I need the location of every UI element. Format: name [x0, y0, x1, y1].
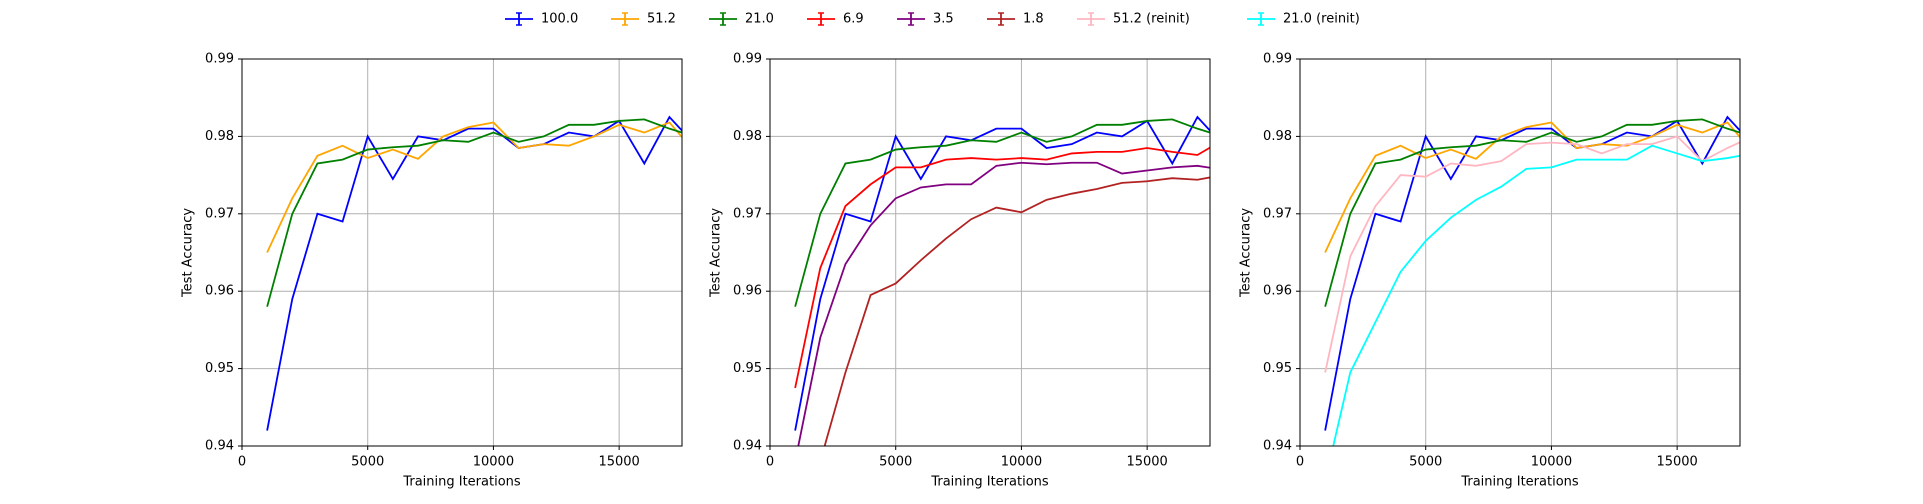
- legend-item: 3.5: [897, 12, 954, 27]
- x-tick-label: 0: [1296, 455, 1304, 470]
- x-axis-label: Training Iterations: [930, 475, 1049, 490]
- y-tick-label: 0.99: [205, 52, 234, 67]
- legend: 100.0 51.2 21.0 6.9 3.5 1.8 51.2 (reinit) 21.0 …: [505, 12, 1360, 27]
- y-tick-label: 0.98: [205, 129, 234, 144]
- legend-label: 51.2: [647, 12, 676, 27]
- x-tick-label: 0: [238, 455, 246, 470]
- x-axis-label: Training Iterations: [402, 475, 521, 490]
- y-tick-label: 0.97: [205, 206, 234, 221]
- legend-item: 100.0: [505, 12, 578, 27]
- x-tick-label: 0: [766, 455, 774, 470]
- y-tick-label: 0.94: [733, 439, 762, 454]
- plot-frame: [241, 58, 683, 447]
- y-axis-label: Test Accuracy: [1239, 208, 1254, 298]
- y-tick-label: 0.95: [205, 361, 234, 376]
- y-tick-label: 0.96: [1263, 284, 1292, 299]
- y-tick-label: 0.94: [205, 439, 234, 454]
- legend-label: 100.0: [541, 12, 578, 27]
- series-line: [266, 118, 682, 307]
- y-tick-label: 0.98: [1263, 129, 1292, 144]
- legend-label: 3.5: [933, 12, 954, 27]
- series-line: [794, 115, 1210, 431]
- subplot: 0.94 0.95 0.96 0.97 0.98 0.99 0 5000 10000 15000 T…: [709, 52, 1211, 490]
- y-tick-label: 0.96: [205, 284, 234, 299]
- subplot: 0.94 0.95 0.96 0.97 0.98 0.99 0 5000 10000 15000 T…: [1239, 52, 1741, 490]
- y-tick-label: 0.99: [1263, 52, 1292, 67]
- x-tick-label: 10000: [1001, 455, 1042, 470]
- y-tick-label: 0.97: [1263, 206, 1292, 221]
- series-line: [794, 118, 1210, 307]
- series-line: [1332, 144, 1740, 446]
- x-axis-label: Training Iterations: [1460, 475, 1579, 490]
- legend-item: 21.0 (reinit): [1247, 12, 1360, 27]
- series-line: [797, 161, 1210, 446]
- legend-item: 51.2 (reinit): [1077, 12, 1190, 27]
- x-tick-label: 15000: [1656, 455, 1697, 470]
- x-tick-label: 5000: [351, 455, 384, 470]
- subplot: 0.94 0.95 0.96 0.97 0.98 0.99 0 5000 10000 15000 T…: [181, 52, 683, 490]
- legend-item: 1.8: [987, 12, 1044, 27]
- y-axis-label: Test Accuracy: [181, 208, 196, 298]
- series-line: [1324, 115, 1740, 431]
- y-tick-label: 0.97: [733, 206, 762, 221]
- x-tick-label: 15000: [1126, 455, 1167, 470]
- y-tick-label: 0.94: [1263, 439, 1292, 454]
- legend-label: 21.0 (reinit): [1283, 12, 1360, 27]
- series-line: [823, 176, 1210, 446]
- series-line: [794, 146, 1210, 389]
- legend-label: 6.9: [843, 12, 864, 27]
- y-axis-label: Test Accuracy: [709, 208, 724, 298]
- x-tick-label: 5000: [1409, 455, 1442, 470]
- series-line: [1324, 121, 1740, 253]
- legend-label: 1.8: [1023, 12, 1044, 27]
- y-tick-label: 0.98: [733, 129, 762, 144]
- legend-label: 51.2 (reinit): [1113, 12, 1190, 27]
- x-tick-label: 10000: [473, 455, 514, 470]
- x-tick-label: 5000: [879, 455, 912, 470]
- legend-item: 21.0: [709, 12, 774, 27]
- y-tick-label: 0.95: [733, 361, 762, 376]
- series-line: [266, 115, 682, 431]
- y-tick-label: 0.96: [733, 284, 762, 299]
- x-tick-label: 10000: [1531, 455, 1572, 470]
- legend-item: 51.2: [611, 12, 676, 27]
- series-line: [266, 121, 682, 253]
- series-line: [1324, 118, 1740, 307]
- legend-label: 21.0: [745, 12, 774, 27]
- y-tick-label: 0.99: [733, 52, 762, 67]
- series-line: [1324, 135, 1740, 373]
- x-tick-label: 15000: [598, 455, 639, 470]
- legend-item: 6.9: [807, 12, 864, 27]
- y-tick-label: 0.95: [1263, 361, 1292, 376]
- plot-frame: [769, 58, 1211, 447]
- plot-frame: [1299, 58, 1741, 447]
